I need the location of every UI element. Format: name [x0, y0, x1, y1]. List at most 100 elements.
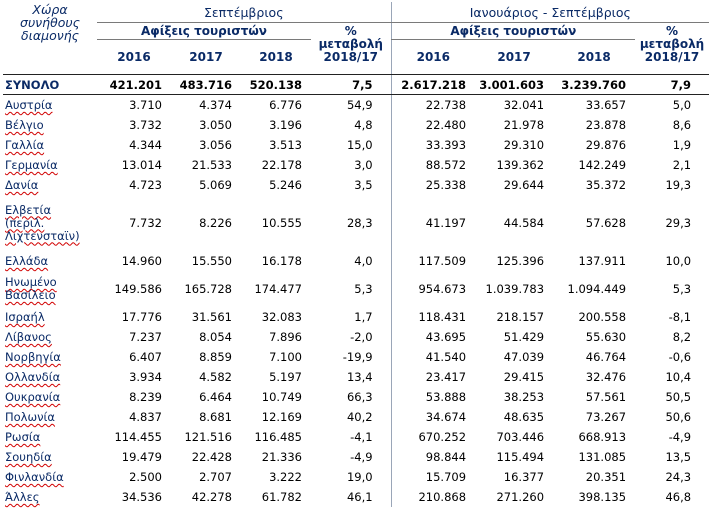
table-cell: 668.913	[578, 430, 627, 444]
row-label: Γερμανία	[3, 155, 97, 175]
table-cell: 29,3	[665, 216, 692, 230]
row-label: Πολωνία	[3, 407, 97, 427]
table-row: Φινλανδία 2.500 2.707 3.222 19,0 15.709 16.377…	[3, 467, 709, 487]
table-cell: 421.201	[97, 74, 171, 95]
table-cell: 142.249	[578, 158, 627, 172]
table-row: Γερμανία 13.014 21.533 22.178 3,0 88.572 139.3…	[3, 155, 709, 175]
table-cell: 703.446	[496, 430, 545, 444]
table-cell: 57.561	[585, 390, 627, 404]
year-header: 2017	[171, 39, 241, 75]
table-row: Ισραήλ 17.776 31.561 32.083 1,7 118.431 218.15…	[3, 307, 709, 327]
table-cell: 8.239	[129, 390, 162, 404]
table-cell: 24,3	[665, 470, 692, 484]
table-cell: 10.555	[261, 216, 302, 230]
table-cell: 46.764	[585, 350, 627, 364]
arrivals-header-jan-sep: Αφίξεις τουριστών	[390, 22, 636, 40]
country-name: Γαλλία	[5, 138, 45, 152]
table-cell: 34.674	[390, 407, 476, 427]
table-row: Άλλες 34.536 42.278 61.782 46,1 210.868 271.26…	[3, 487, 709, 507]
table-row: Ηνωμένο Βασίλειο 149.586 165.728 174.477 5,3 9…	[3, 271, 709, 307]
table-cell: 3.732	[129, 118, 162, 132]
country-name: Ελλάδα	[5, 254, 49, 268]
table-cell: 165.728	[184, 282, 232, 296]
table-cell: 139.362	[496, 158, 545, 172]
country-column-header: Χώρα συνήθους διαμονής	[3, 2, 97, 75]
table-cell: 46,1	[346, 490, 373, 504]
table-cell: 5,0	[672, 98, 692, 112]
table-cell: 398.135	[578, 490, 627, 504]
table-cell: 35.372	[585, 178, 627, 192]
table-cell: 4,8	[354, 118, 373, 132]
table-cell: 1,9	[672, 138, 692, 152]
year-header: 2018	[241, 39, 311, 75]
table-row: Γαλλία 4.344 3.056 3.513 15,0 33.393 29.310 29.…	[3, 135, 709, 155]
table-row: Ουκρανία 8.239 6.464 10.749 66,3 53.888 38.253…	[3, 387, 709, 407]
table-cell: -19,9	[342, 350, 373, 364]
table-cell: 10,4	[665, 370, 692, 384]
country-name: Πολωνία	[5, 410, 56, 424]
table-cell: 3,5	[354, 178, 373, 192]
table-cell: 670.252	[390, 427, 476, 447]
table-cell: 2.500	[129, 470, 162, 484]
table-cell: 6.464	[199, 390, 232, 404]
table-cell: 15.709	[390, 467, 476, 487]
country-name: Λιχτενσταϊν)	[5, 228, 80, 243]
table-cell: 50,5	[665, 390, 692, 404]
table-cell: 19,3	[665, 178, 692, 192]
table-cell: 3.196	[269, 118, 302, 132]
period-jan-sep-header: Ιανουάριος - Σεπτέμβριος	[390, 2, 710, 23]
table-cell: 5.069	[199, 178, 232, 192]
table-cell: 483.716	[171, 74, 241, 95]
table-cell: 3.050	[199, 118, 232, 132]
table-row: Λίβανος 7.237 8.054 7.896 -2,0 43.695 51.429 55…	[3, 327, 709, 347]
table-cell: 13.014	[121, 158, 162, 172]
country-name: Φινλανδία	[5, 470, 64, 484]
table-cell: 43.695	[390, 327, 476, 347]
country-name: Ουκρανία	[5, 390, 61, 404]
table-cell: -4,9	[668, 430, 692, 444]
table-cell: 22.738	[390, 94, 476, 115]
table-cell: 149.586	[114, 282, 162, 296]
table-cell: 33.657	[585, 98, 627, 112]
table-cell: 3,0	[354, 158, 373, 172]
table-cell: 5,3	[672, 282, 692, 296]
table-cell: -8,1	[668, 310, 692, 324]
table-cell: 40,2	[346, 410, 373, 424]
table-cell: 47.039	[503, 350, 545, 364]
country-header-line: διαμονής	[21, 28, 79, 43]
row-label: Δανία	[3, 175, 97, 195]
country-name: (περιλ.	[5, 215, 45, 230]
table-cell: 7.896	[269, 330, 302, 344]
table-cell: -4,1	[350, 430, 373, 444]
pct-header-line: %	[344, 24, 357, 38]
table-cell: 21.533	[191, 158, 232, 172]
table-cell: 41.197	[390, 195, 476, 251]
table-row: Σουηδία 19.479 22.428 21.336 -4,9 98.844 115.4…	[3, 447, 709, 467]
row-label: Άλλες	[3, 487, 97, 507]
table-cell: 131.085	[578, 450, 627, 464]
table-cell: 954.673	[390, 271, 476, 307]
table-cell: 1.094.449	[567, 282, 627, 296]
row-label: Νορβηγία	[3, 347, 97, 367]
table-cell: 23.417	[390, 367, 476, 387]
country-name: Δανία	[5, 178, 39, 192]
table-cell: 520.138	[241, 74, 311, 95]
table-cell: 7,5	[311, 74, 392, 95]
year-header: 2018	[553, 39, 636, 75]
table-cell: 13,4	[346, 370, 373, 384]
table-row: Ελβετία (περιλ. Λιχτενσταϊν) 7.732 8.226 10.5…	[3, 195, 709, 251]
table-cell: 17.776	[121, 310, 162, 324]
table-cell: 55.630	[585, 330, 627, 344]
table-row: Ολλανδία 3.934 4.582 5.197 13,4 23.417 29.415 3…	[3, 367, 709, 387]
row-label: Ρωσία	[3, 427, 97, 447]
table-cell: 125.396	[496, 254, 545, 268]
table-cell: 34.536	[121, 490, 162, 504]
table-cell: 8.054	[199, 330, 232, 344]
table-row: Νορβηγία 6.407 8.859 7.100 -19,9 41.540 47.039…	[3, 347, 709, 367]
table-cell: 61.782	[261, 490, 302, 504]
row-label: Αυστρία	[3, 95, 97, 116]
table-cell: 4.344	[129, 138, 162, 152]
table-cell: 23.878	[585, 118, 627, 132]
table-cell: 54,9	[346, 98, 373, 112]
table-cell: 4.837	[129, 410, 162, 424]
